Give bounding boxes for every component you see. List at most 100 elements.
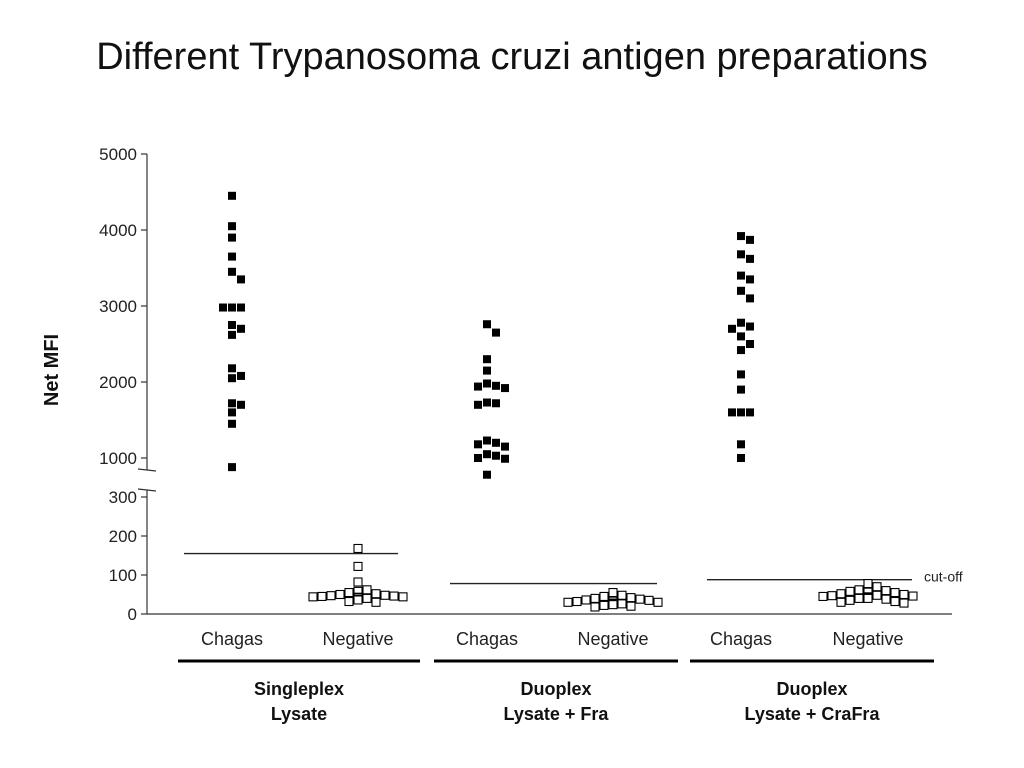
chagas-point [483,398,491,407]
axis-break-mark [137,488,157,492]
negative-point [899,598,909,608]
chagas-point [228,303,236,312]
negative-point [854,585,864,595]
chagas-point [483,366,491,375]
chagas-point [746,235,754,244]
negative-point [836,597,846,607]
data-points [219,191,918,612]
negative-point [617,590,627,600]
negative-point [890,596,900,607]
negative-point [599,591,609,602]
chagas-point [492,399,500,408]
negative-point [353,577,363,587]
chagas-point [228,330,236,339]
chagas-point [746,340,754,348]
cutoff-label: cut-off [924,569,963,585]
negative-point [881,594,891,604]
group-label-line2: Lysate [271,704,327,724]
negative-point [899,589,909,600]
group-label-line1: Duoplex [776,679,847,699]
chagas-point [237,400,245,409]
chagas-point [228,419,236,428]
chagas-point [474,400,482,409]
chagas-point [228,191,236,200]
negative-point [308,592,318,602]
chagas-point [737,250,745,259]
chagas-point [737,370,745,379]
negative-point [380,590,390,600]
axes [137,154,952,615]
category-label: Chagas [456,629,518,649]
chagas-point [237,324,245,333]
chagas-point [228,321,236,329]
negative-point [863,593,873,603]
y-tick-label: 3000 [99,297,137,316]
negative-point [872,590,882,600]
negative-point [335,589,345,600]
negative-point [863,579,873,589]
group-label-line2: Lysate + CraFra [745,704,881,724]
group-label-line1: Duoplex [520,679,591,699]
negative-point [890,587,900,598]
negative-point [353,561,363,571]
chagas-point [746,408,754,417]
negative-point [317,591,327,602]
chagas-point [228,399,236,408]
chagas-point [492,451,500,460]
negative-point [854,593,864,603]
chagas-point [483,355,491,364]
negative-point [326,591,336,601]
negative-point [581,595,591,605]
y-tick-label: 5000 [99,145,137,164]
negative-point [626,601,636,611]
chagas-point [737,318,745,327]
negative-point [845,586,855,596]
chagas-point [237,275,245,284]
chagas-point [474,454,482,462]
negative-point [818,591,828,602]
chagas-point [237,303,245,312]
negative-point [362,585,372,595]
negative-point [590,593,600,603]
chagas-point [728,408,736,417]
negative-point [353,595,363,605]
chagas-point [237,371,245,380]
chagas-point [746,254,754,263]
negative-point [908,591,918,601]
y-tick-label: 4000 [99,221,137,240]
y-tick-label: 2000 [99,373,137,392]
y-tick-label: 100 [109,566,137,585]
chagas-point [228,374,236,383]
chagas-point [483,436,491,445]
category-label: Negative [577,629,648,649]
negative-point [635,594,645,604]
negative-point [371,589,381,599]
chagas-point [492,438,500,447]
category-label: Negative [322,629,393,649]
chagas-point [501,384,509,393]
chagas-point [483,470,491,479]
negative-point [872,582,882,592]
negative-point [881,586,891,596]
negative-point [653,597,663,607]
chagas-point [474,382,482,391]
chagas-point [483,379,491,388]
chagas-point [737,332,745,341]
chagas-point [228,252,236,261]
chagas-point [228,364,236,373]
chagas-point [746,294,754,303]
category-label: Chagas [710,629,772,649]
y-tick-label: 1000 [99,449,137,468]
y-tick-label: 200 [109,527,137,546]
chagas-point [483,450,491,459]
group-label-line1: Singleplex [254,679,344,699]
chagas-point [228,463,236,472]
chagas-point [501,454,509,463]
negative-point [644,595,654,605]
chagas-point [228,267,236,276]
chagas-point [737,346,745,355]
chagas-point [728,324,736,333]
group-labels: Singleplex Lysate Duoplex Lysate + Fra Duopl… [178,659,934,724]
y-axis-label: Net MFI [41,334,63,406]
